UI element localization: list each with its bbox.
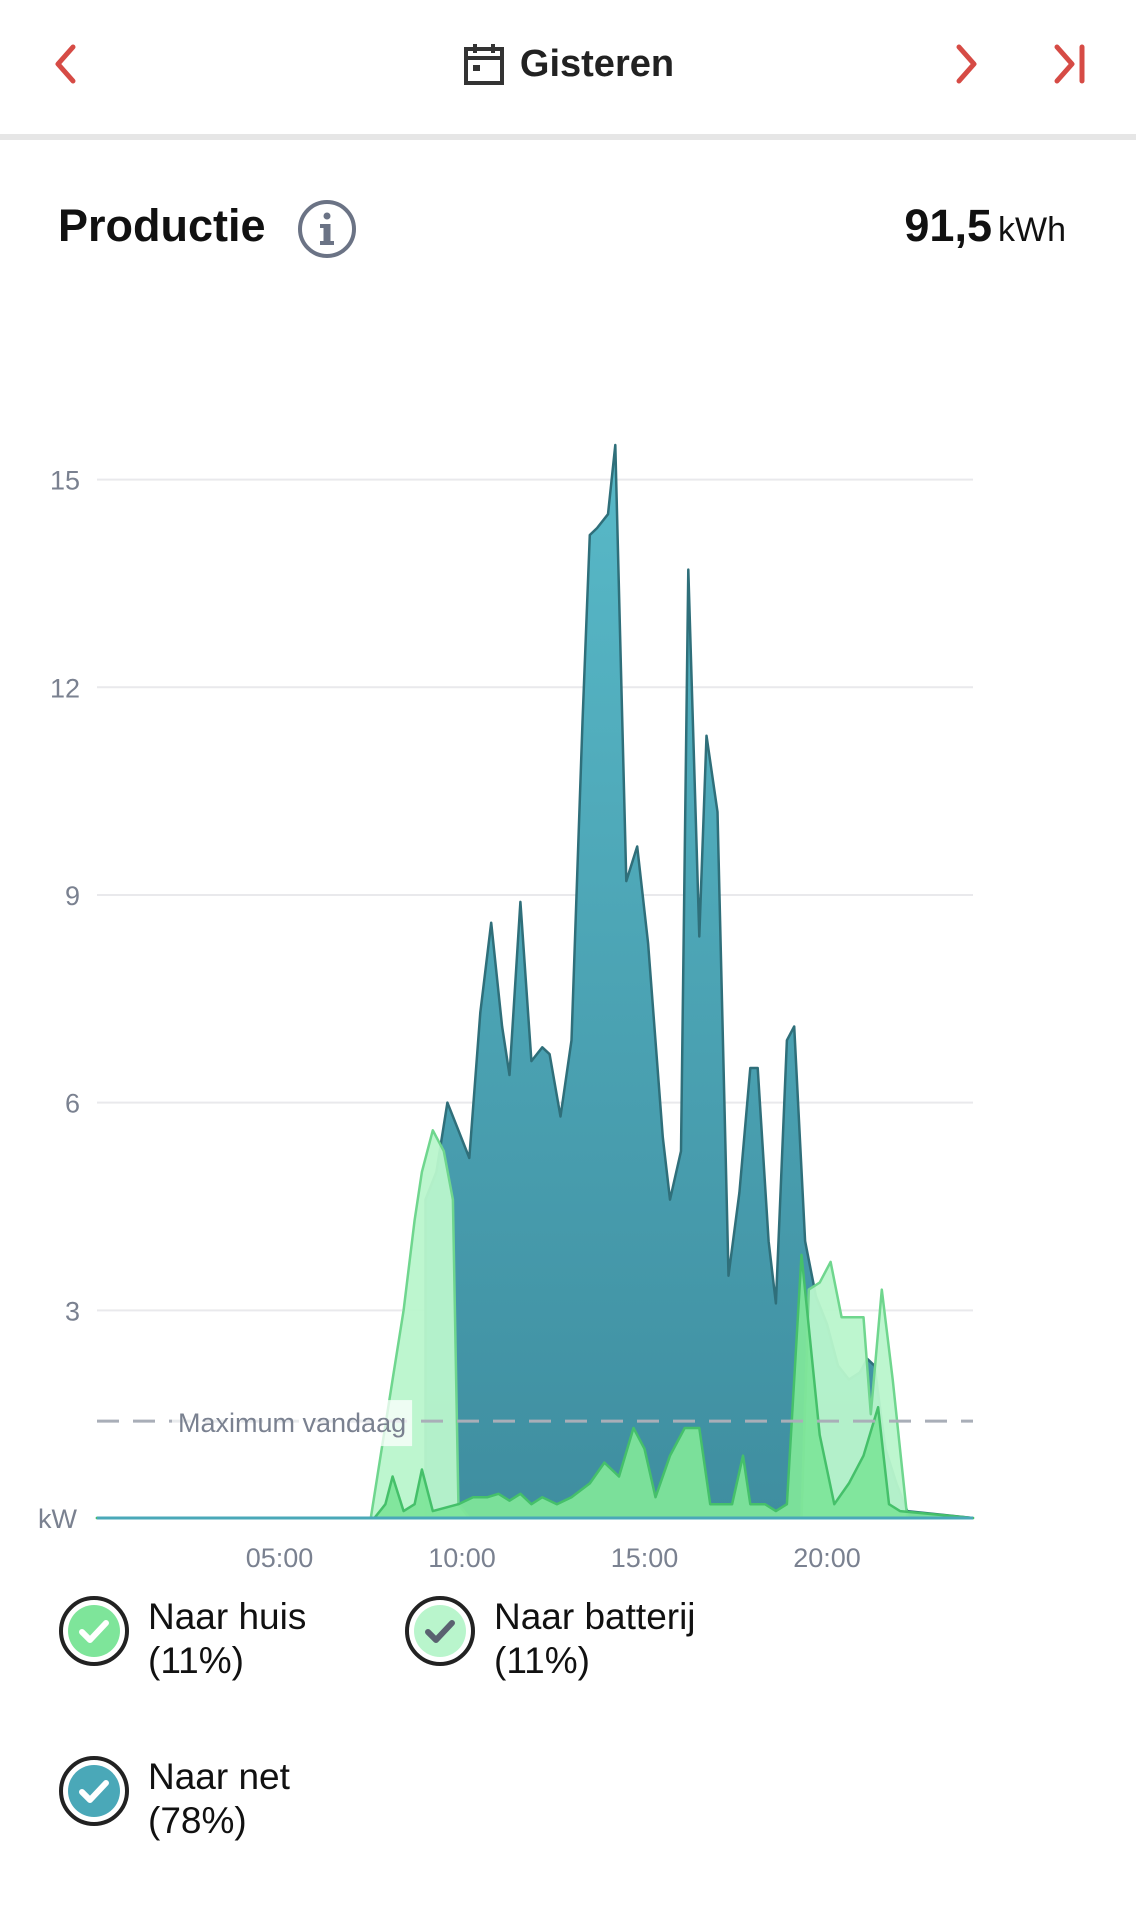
max-line-label: Maximum vandaag — [178, 1408, 406, 1438]
top-bar: Gisteren — [0, 0, 1136, 140]
series-area-naar-huis — [95, 1253, 975, 1520]
production-header: Productie 91,5 kWh — [58, 190, 1078, 270]
y-tick-label: 9 — [65, 881, 80, 911]
x-tick-label: 15:00 — [611, 1543, 679, 1573]
info-button[interactable] — [296, 198, 358, 260]
y-tick-label: 15 — [50, 466, 80, 496]
production-chart: Maximum vandaag 3 6 9 12 15 kW 05:00 10:00 15:00… — [38, 443, 975, 1573]
y-axis-label: kW — [38, 1504, 78, 1534]
total-unit: kWh — [998, 211, 1066, 249]
date-label[interactable]: Gisteren — [519, 42, 675, 85]
chevron-left-icon — [55, 44, 76, 84]
legend-label: Naar net — [148, 1756, 290, 1797]
legend-item-naar-huis[interactable]: Naar huis (11%) — [58, 1595, 306, 1683]
legend: Naar huis (11%) Naar batterij (11%) Naar… — [58, 1595, 1058, 1895]
legend-label: Naar huis — [148, 1596, 307, 1637]
last-day-button[interactable] — [1040, 34, 1100, 94]
check-circle-icon — [59, 1756, 129, 1826]
total-production: 91,5 kWh — [904, 200, 1066, 252]
x-tick-label: 10:00 — [428, 1543, 496, 1573]
legend-item-naar-batterij[interactable]: Naar batterij (11%) — [404, 1595, 696, 1683]
check-circle-icon — [405, 1596, 475, 1666]
legend-item-naar-net[interactable]: Naar net (78%) — [58, 1755, 290, 1843]
skip-to-end-icon — [1054, 44, 1085, 84]
total-value: 91,5 — [904, 200, 992, 251]
max-line: Maximum vandaag — [97, 1400, 973, 1447]
y-tick-label: 12 — [50, 673, 80, 703]
page-title: Productie — [58, 200, 266, 251]
chart-areas — [95, 443, 975, 1520]
max-line-label-bg — [172, 1400, 413, 1447]
calendar-icon — [463, 44, 504, 85]
legend-percent: (11%) — [148, 1640, 244, 1681]
legend-percent: (11%) — [494, 1640, 590, 1681]
previous-day-button[interactable] — [36, 34, 96, 94]
check-circle-icon — [59, 1596, 129, 1666]
info-icon — [298, 200, 356, 258]
legend-percent: (78%) — [148, 1800, 247, 1841]
legend-label: Naar batterij — [494, 1596, 696, 1637]
x-tick-label: 20:00 — [793, 1543, 861, 1573]
x-tick-label: 05:00 — [246, 1543, 314, 1573]
y-tick-label: 3 — [65, 1296, 80, 1326]
y-tick-label: 6 — [65, 1089, 80, 1119]
chart-axes: 3 6 9 12 15 kW 05:00 10:00 15:00 20:00 — [38, 466, 973, 1573]
next-day-button[interactable] — [936, 34, 996, 94]
chevron-right-icon — [956, 44, 977, 84]
